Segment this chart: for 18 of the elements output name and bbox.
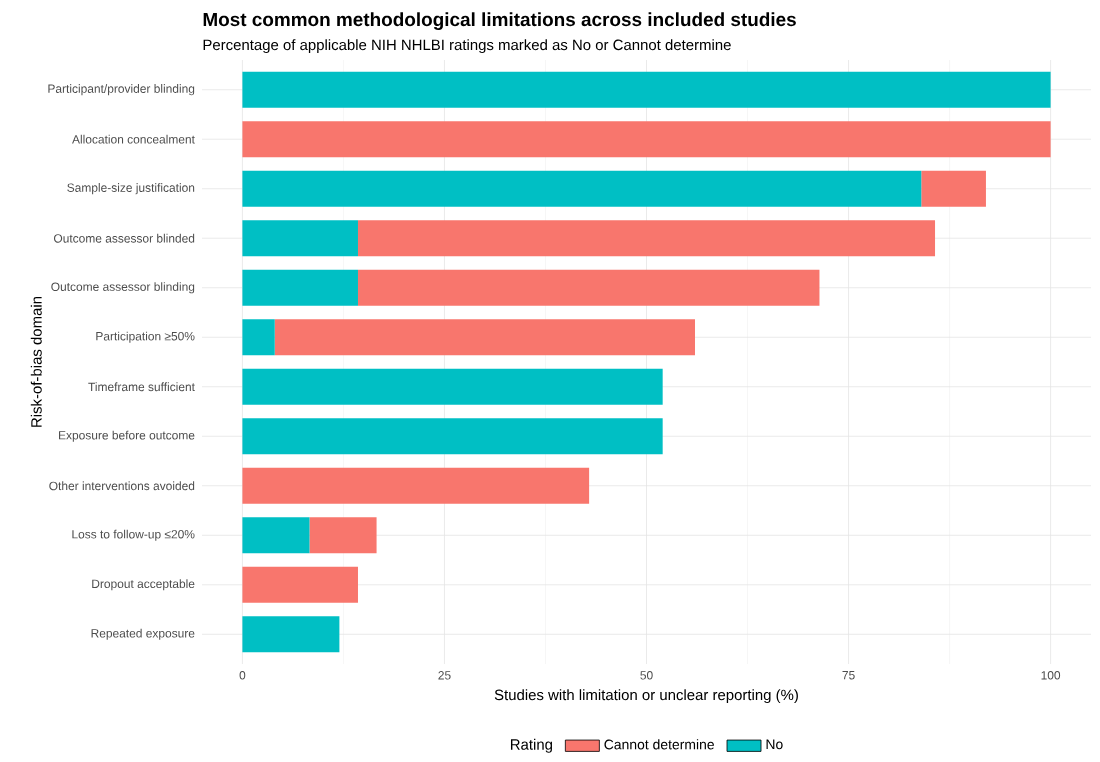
bar [242,616,340,653]
chart-title: Most common methodological limitations across included studies [203,12,796,30]
bar [242,319,275,356]
bar [242,269,358,306]
bar [357,269,820,306]
bar [242,566,358,603]
bar [242,517,310,554]
bar [242,71,1051,108]
bar [357,220,936,257]
bar [242,170,922,207]
bar [242,220,358,257]
bar [242,418,663,455]
bar [242,368,663,405]
bar [309,517,377,554]
bar [274,319,695,356]
bar [921,170,986,207]
bar [242,467,590,504]
bar [242,121,1051,158]
